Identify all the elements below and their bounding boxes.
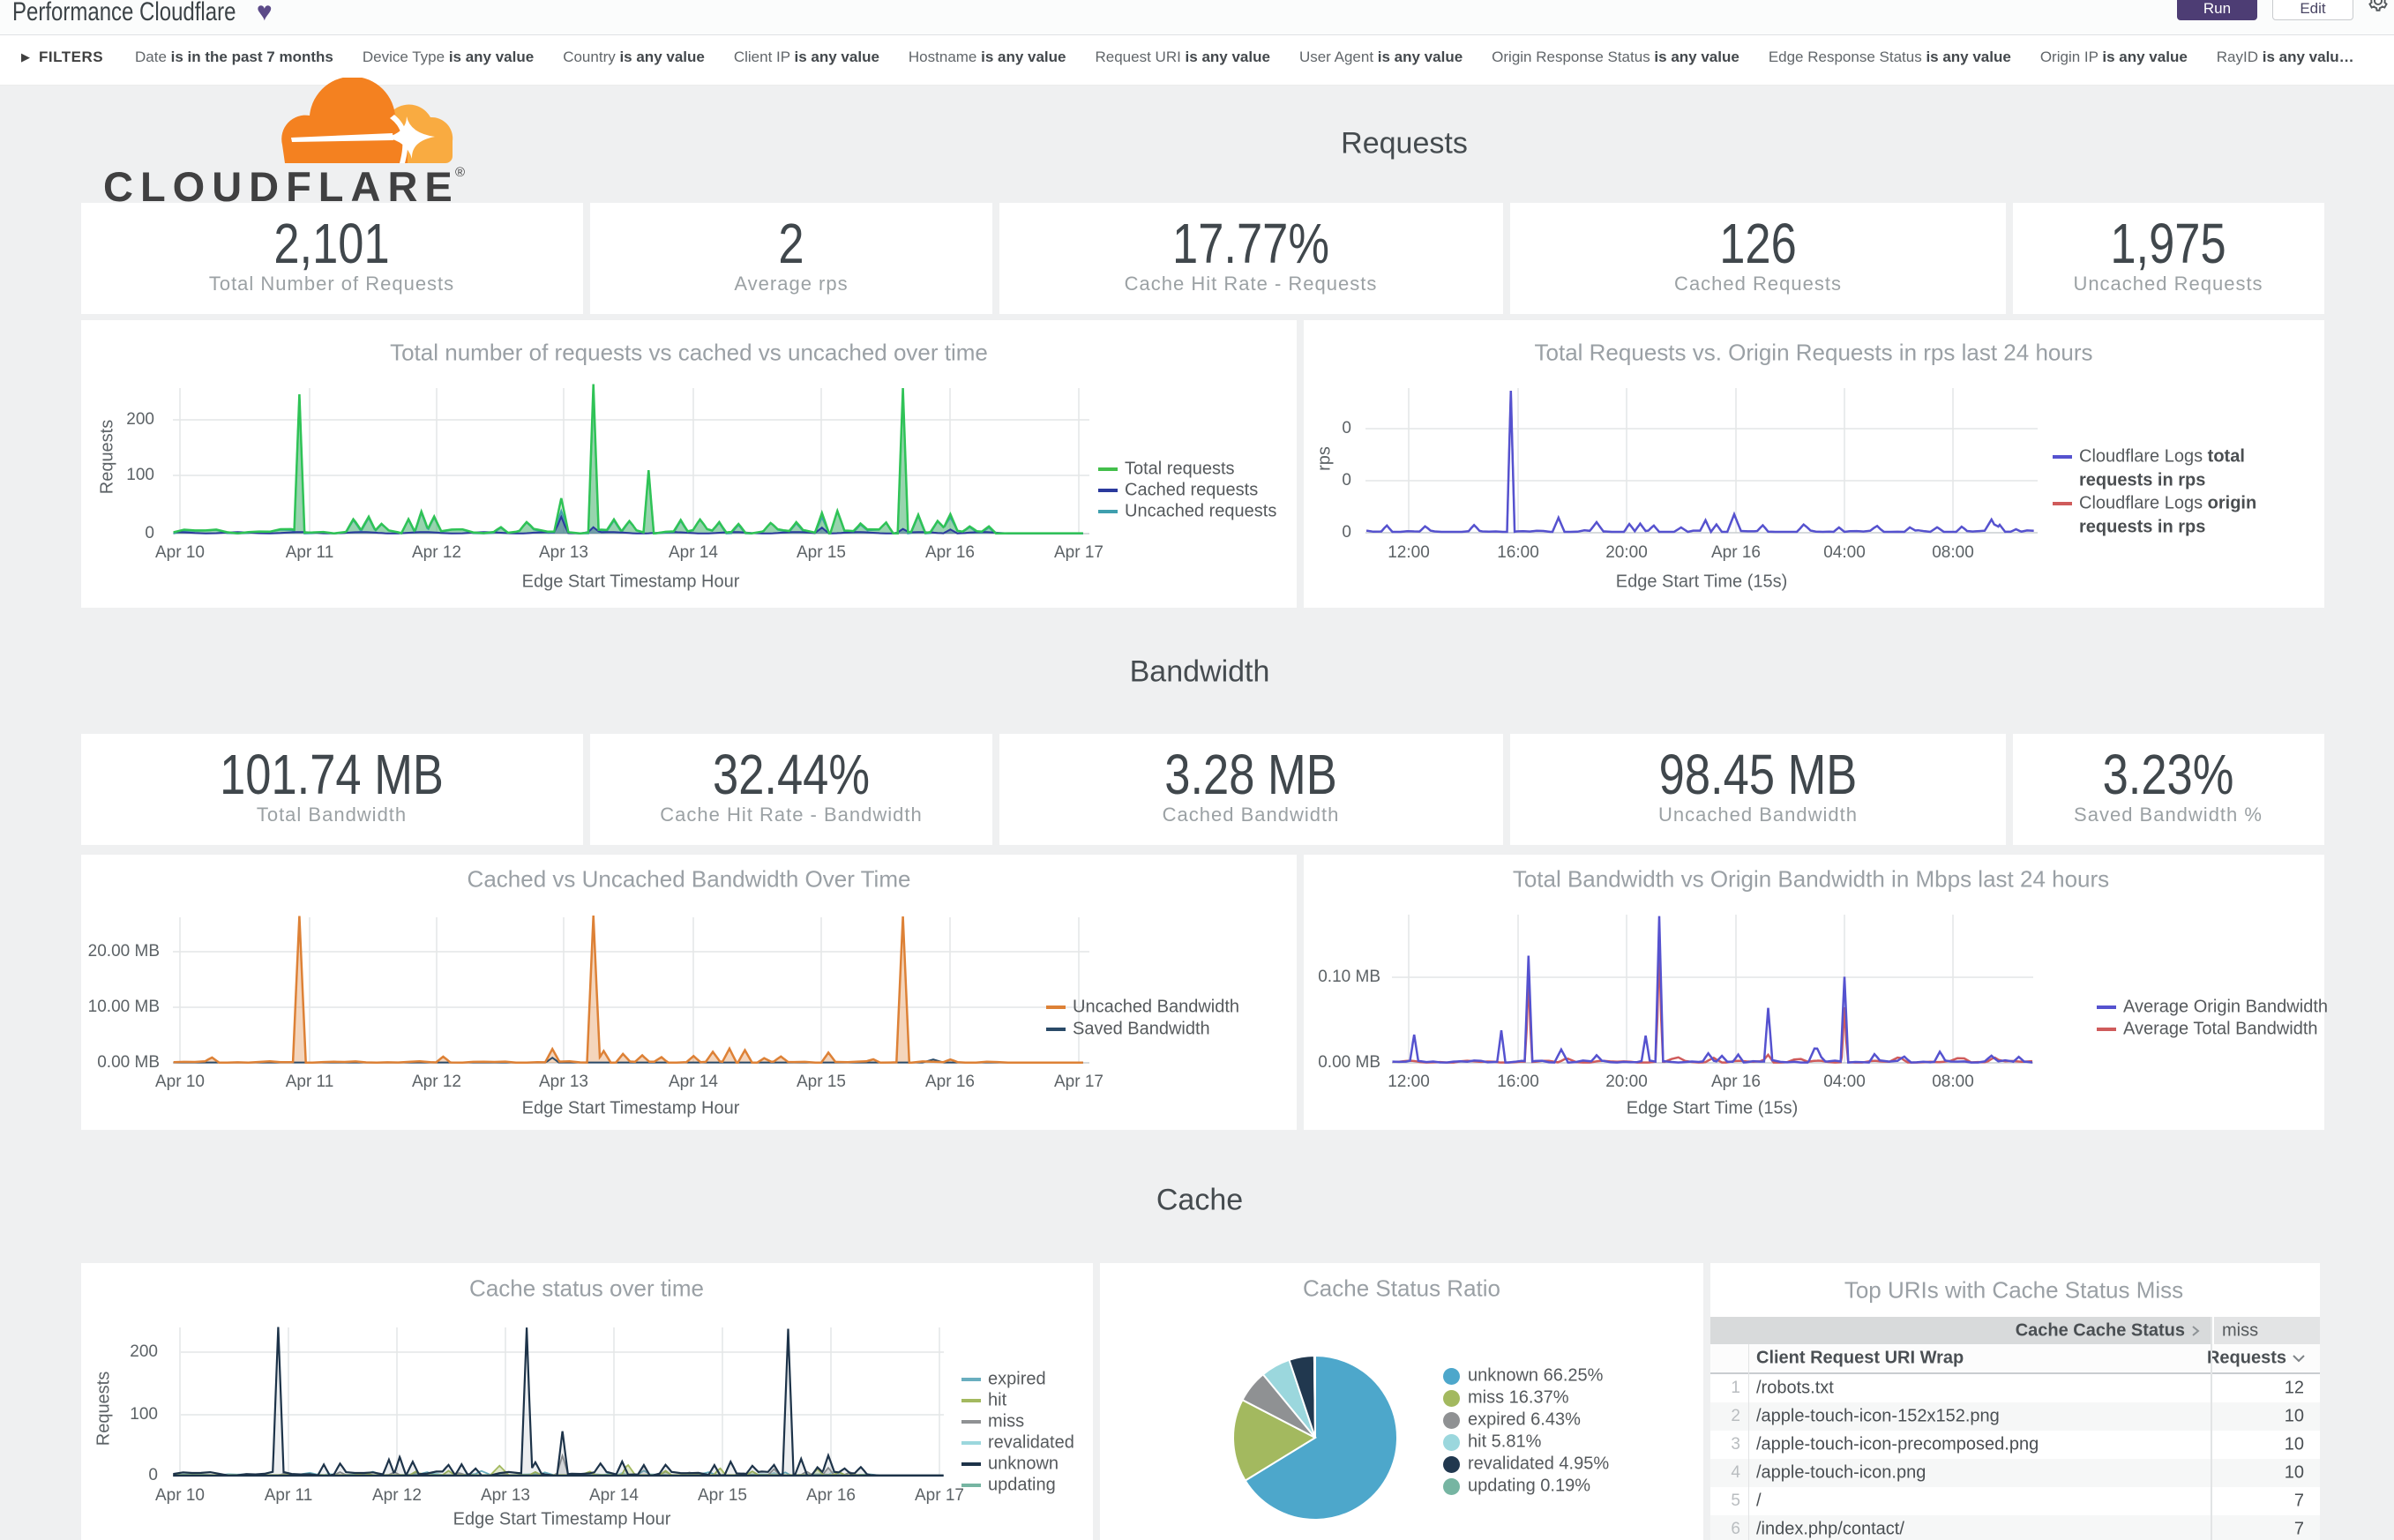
svg-text:®: ® <box>455 165 465 180</box>
svg-text:CLOUDFLARE: CLOUDFLARE <box>103 163 460 210</box>
